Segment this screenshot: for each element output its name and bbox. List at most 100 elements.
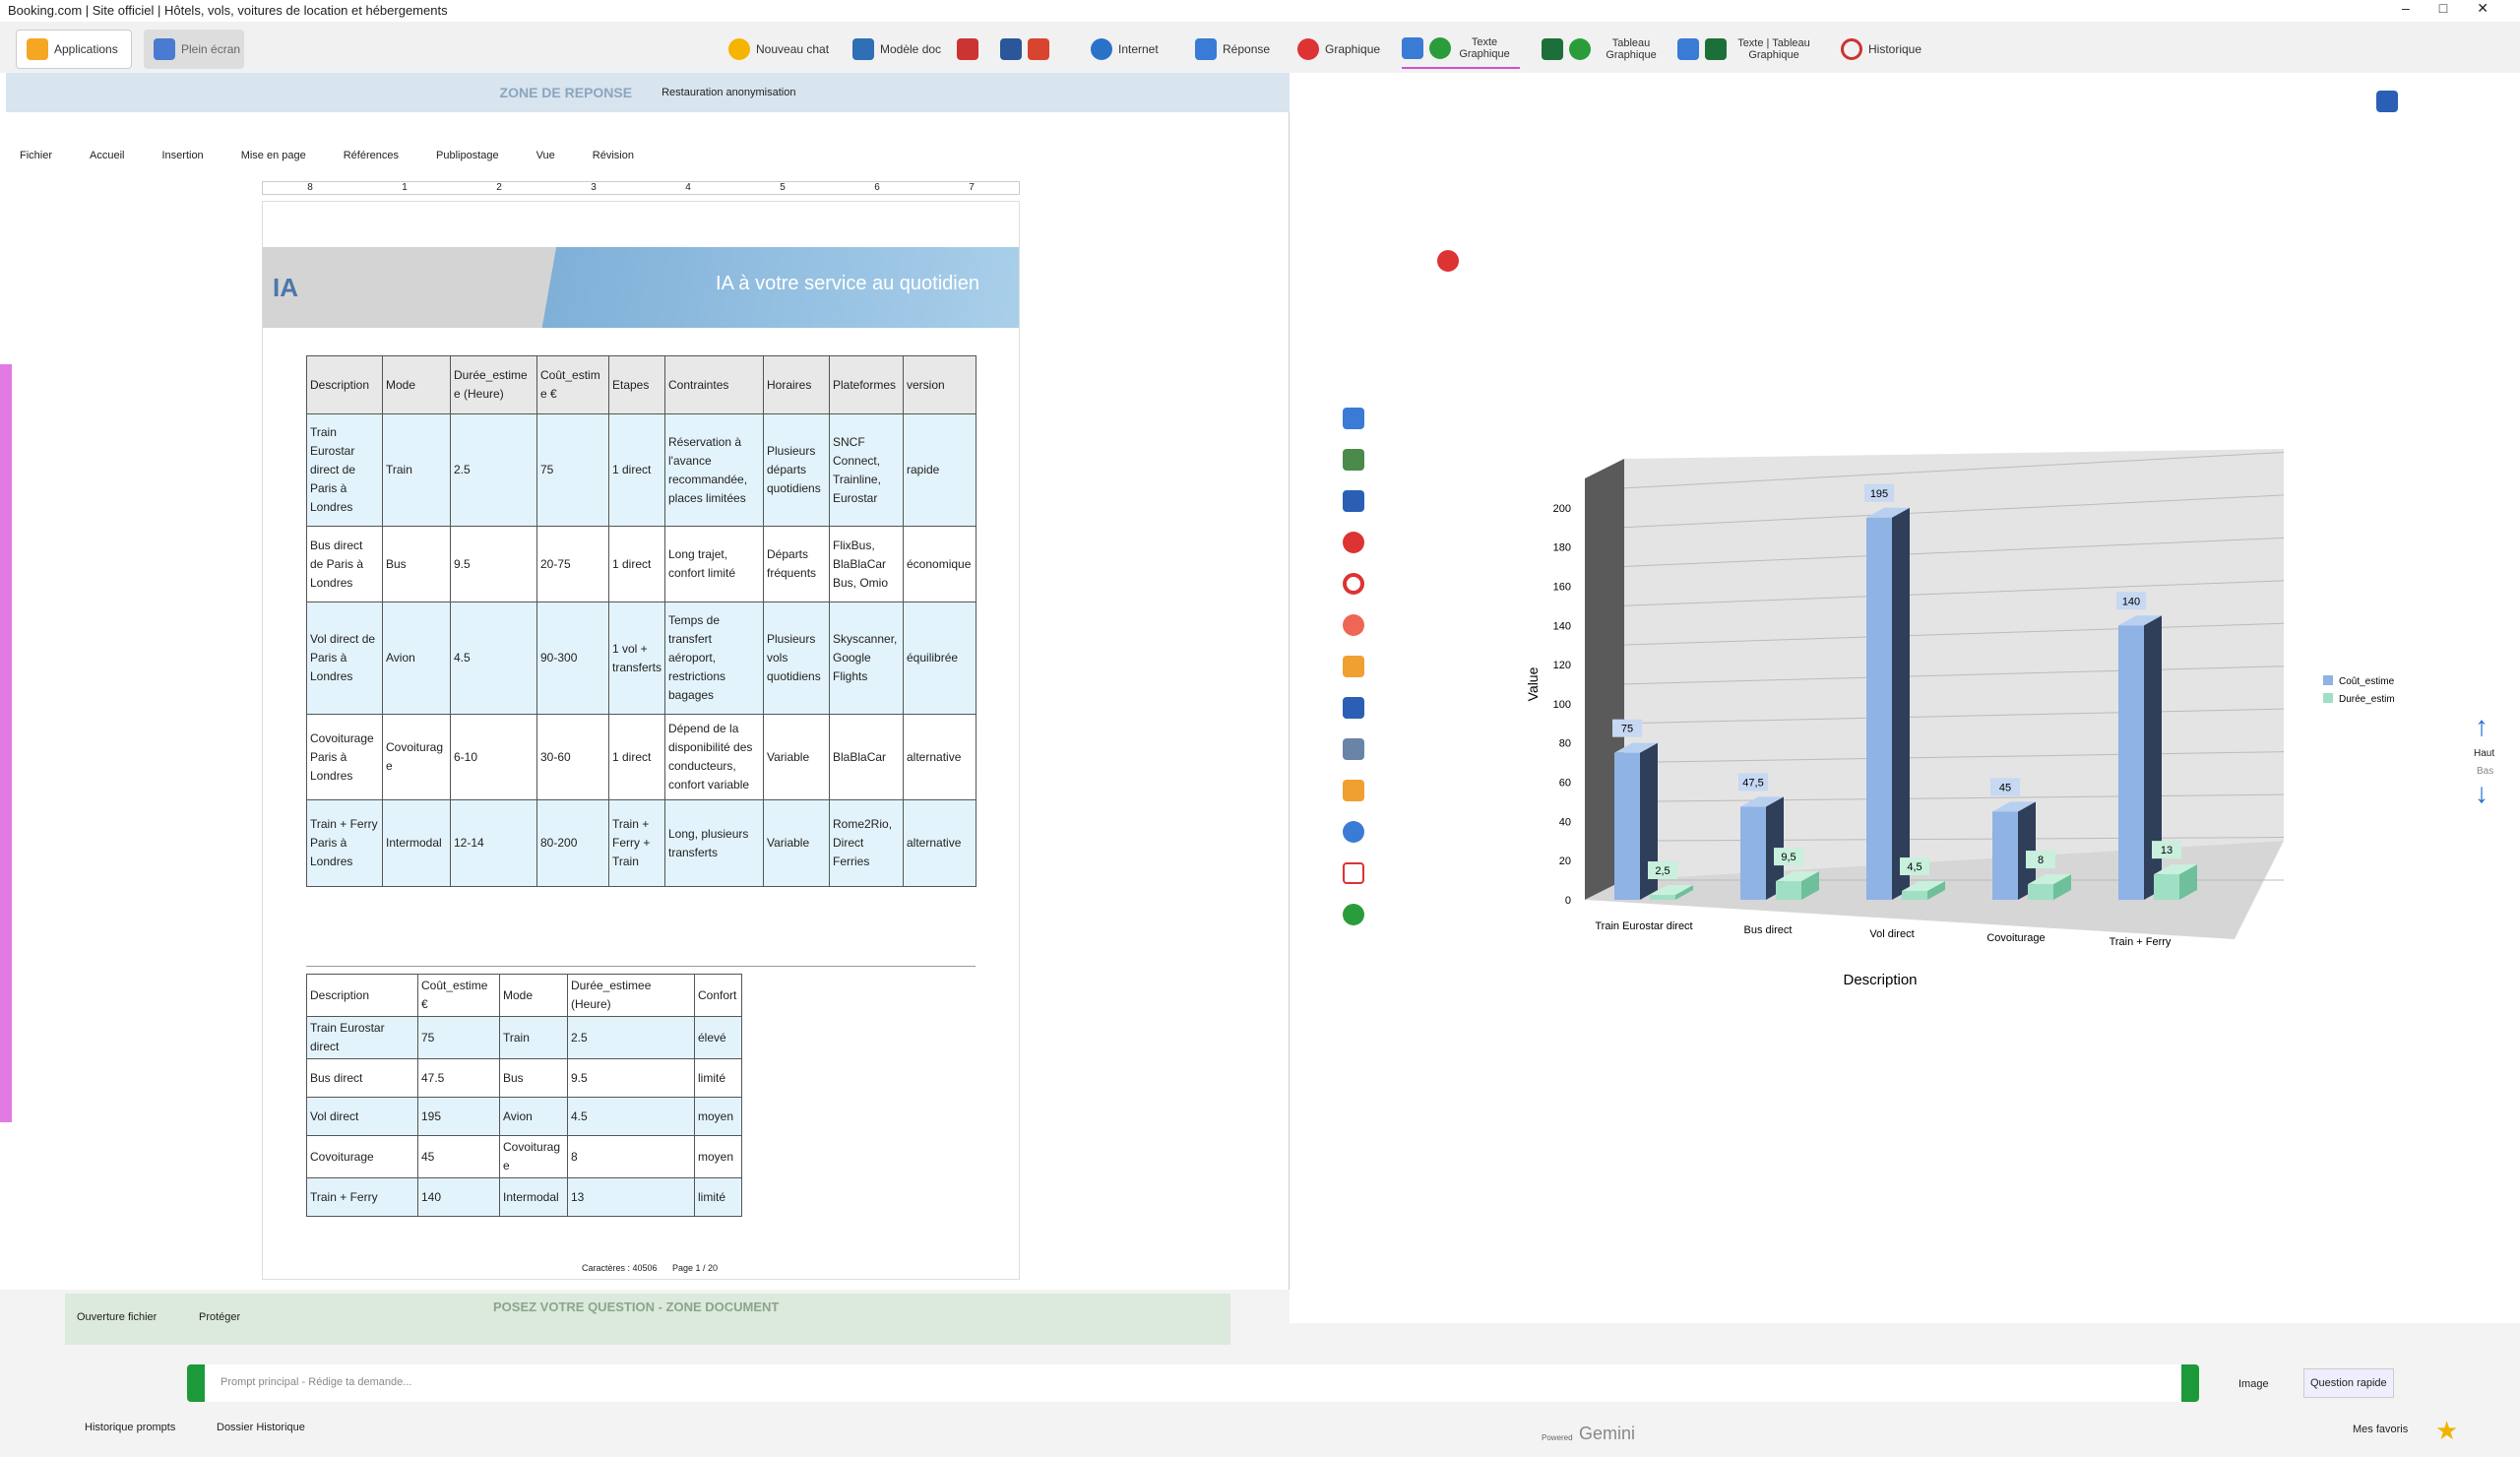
arrow-down[interactable]: ↓ xyxy=(2475,778,2488,808)
grid-line xyxy=(1623,537,2285,567)
icon xyxy=(1705,38,1727,60)
icon[interactable] xyxy=(1343,449,1364,471)
restore-button[interactable]: Restauration anonymisation xyxy=(662,87,796,98)
header-cell: Contraintes xyxy=(664,355,764,414)
bar xyxy=(1614,752,1640,900)
arrow-up[interactable]: ↑ xyxy=(2475,711,2488,741)
label: Texte Graphique xyxy=(1459,36,1510,60)
bar-top xyxy=(1992,801,2036,812)
button[interactable]: Réponse xyxy=(1195,30,1270,69)
icon[interactable] xyxy=(1343,904,1364,925)
icon[interactable] xyxy=(1343,738,1364,760)
window-controls[interactable]: –□✕ xyxy=(2402,0,2518,16)
ruler-number: 4 xyxy=(685,182,691,193)
row: Vol direct 195 Avion 4.5 moyen xyxy=(306,1097,742,1136)
menu-item[interactable]: Fichier xyxy=(20,150,53,161)
placeholder: Prompt principal - Rédige ta demande... xyxy=(220,1376,412,1388)
menu-item[interactable]: Références xyxy=(343,150,399,161)
icon[interactable] xyxy=(1343,614,1364,636)
icon[interactable] xyxy=(1028,38,1050,60)
bar xyxy=(2154,874,2179,900)
cell: 45 xyxy=(417,1135,500,1178)
menu-item[interactable]: Mise en page xyxy=(240,150,306,161)
icon[interactable] xyxy=(957,38,979,60)
icon[interactable] xyxy=(1000,38,1023,60)
button[interactable]: Applications xyxy=(16,30,132,69)
cell: Intermodal xyxy=(499,1177,568,1217)
button[interactable]: Texte | Tableau Graphique xyxy=(1677,30,1815,69)
bar-top xyxy=(1650,885,1693,896)
ruler-number: 8 xyxy=(307,182,313,193)
menu-item[interactable]: Publipostage xyxy=(436,150,499,161)
button[interactable]: Modèle doc xyxy=(852,30,1050,69)
header-cell: Coût_estime € xyxy=(536,355,609,414)
up-label: Haut xyxy=(2474,748,2495,759)
button[interactable]: Nouveau chat xyxy=(728,30,829,69)
icon[interactable] xyxy=(1343,862,1364,884)
bar-side xyxy=(1675,885,1693,900)
chart: 0 20 40 60 80 100 120 140 160 180 200 Value Descript… xyxy=(1525,449,2395,988)
label: Internet xyxy=(1118,42,1159,56)
cell: Plusieurs vols quotidiens xyxy=(763,602,830,715)
icon[interactable] xyxy=(1343,656,1364,677)
row: Covoiturage Paris à Londres Covoiturage 6-… xyxy=(306,714,976,800)
header-cell: Durée_estimee (Heure) xyxy=(567,974,695,1017)
button[interactable]: Plein écran xyxy=(144,30,244,69)
label: Modèle doc xyxy=(880,42,942,56)
icon[interactable] xyxy=(1437,250,1459,272)
ruler-number: 7 xyxy=(969,182,975,193)
open-file[interactable]: Ouverture fichier xyxy=(77,1311,158,1323)
icon[interactable] xyxy=(1343,821,1364,843)
prompt-input[interactable]: Prompt principal - Rédige ta demande... xyxy=(187,1364,2199,1402)
button[interactable]: Tableau Graphique xyxy=(1542,30,1666,69)
cell: 13 xyxy=(567,1177,695,1217)
cell: Train + Ferry + Train xyxy=(608,799,665,887)
star[interactable]: ★ xyxy=(2435,1416,2459,1445)
cell: rapide xyxy=(903,413,976,527)
icon[interactable] xyxy=(1343,780,1364,801)
row: Vol direct de Paris à Londres Avion 4.5 90-… xyxy=(306,602,976,715)
bar xyxy=(1866,517,1892,900)
cell: 4.5 xyxy=(567,1097,695,1136)
icon[interactable] xyxy=(1343,532,1364,553)
value-label-box xyxy=(1648,861,1677,880)
y-tick-label: 100 xyxy=(1553,699,1571,711)
y-tick-label: 180 xyxy=(1553,542,1571,554)
cell: Rome2Rio, Direct Ferries xyxy=(829,799,904,887)
icon[interactable] xyxy=(1343,573,1364,595)
image-button[interactable]: Image xyxy=(2238,1378,2269,1390)
bar-side xyxy=(1640,742,1658,900)
history-prompts[interactable]: Historique prompts xyxy=(85,1422,176,1433)
down-label: Bas xyxy=(2477,766,2494,777)
question-zone: Ouverture fichier Protéger POSEZ VOTRE Q… xyxy=(65,1294,1230,1345)
icon xyxy=(1402,37,1423,59)
separator xyxy=(306,966,976,967)
button[interactable]: Texte Graphique xyxy=(1402,30,1520,69)
history-folder[interactable]: Dossier Historique xyxy=(217,1422,305,1433)
button[interactable]: Graphique xyxy=(1297,30,1380,69)
icon[interactable] xyxy=(2376,91,2398,112)
icon[interactable] xyxy=(1343,490,1364,512)
quick-question[interactable]: Question rapide xyxy=(2303,1368,2394,1398)
brand: Gemini xyxy=(1579,1424,1636,1443)
button[interactable]: Historique xyxy=(1841,30,1922,69)
label: Texte | Tableau Graphique xyxy=(1737,37,1810,61)
bar xyxy=(1740,806,1766,900)
side-tab[interactable] xyxy=(0,364,12,1122)
value-label: 4,5 xyxy=(1907,861,1922,873)
cell: Dépend de la disponibilité des conducteu… xyxy=(664,714,764,800)
menu-item[interactable]: Vue xyxy=(536,150,555,161)
icon[interactable] xyxy=(1343,408,1364,429)
button[interactable]: Internet xyxy=(1091,30,1159,69)
favorites[interactable]: Mes favoris xyxy=(2353,1424,2409,1435)
ruler-number: 5 xyxy=(780,182,786,193)
menu-item[interactable]: Accueil xyxy=(90,150,125,161)
row: Covoiturage 45 Covoiturage 8 moyen xyxy=(306,1135,742,1178)
bar-top xyxy=(1740,796,1784,807)
icon[interactable] xyxy=(1343,697,1364,719)
menu-item[interactable]: Insertion xyxy=(161,150,204,161)
grid-line xyxy=(1623,793,2285,802)
menu-item[interactable]: Révision xyxy=(592,150,634,161)
cell: moyen xyxy=(694,1097,742,1136)
protect[interactable]: Protéger xyxy=(199,1311,241,1323)
